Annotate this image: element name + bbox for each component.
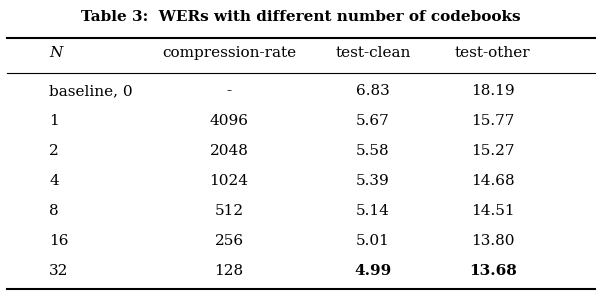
Text: 18.19: 18.19 (471, 84, 515, 98)
Text: 14.68: 14.68 (471, 174, 515, 188)
Text: 4: 4 (49, 174, 59, 188)
Text: 8: 8 (49, 204, 59, 218)
Text: 1024: 1024 (209, 174, 249, 188)
Text: 5.14: 5.14 (356, 204, 390, 218)
Text: -: - (226, 84, 232, 98)
Text: baseline, 0: baseline, 0 (49, 84, 133, 98)
Text: 6.83: 6.83 (356, 84, 389, 98)
Text: Table 3:  WERs with different number of codebooks: Table 3: WERs with different number of c… (81, 10, 521, 24)
Text: 2: 2 (49, 144, 59, 158)
Text: compression-rate: compression-rate (162, 46, 296, 60)
Text: 13.80: 13.80 (471, 234, 515, 248)
Text: 128: 128 (214, 264, 244, 278)
Text: 1: 1 (49, 114, 59, 128)
Text: 14.51: 14.51 (471, 204, 515, 218)
Text: test-other: test-other (455, 46, 530, 60)
Text: 32: 32 (49, 264, 69, 278)
Text: 2048: 2048 (209, 144, 249, 158)
Text: 15.77: 15.77 (471, 114, 515, 128)
Text: 5.58: 5.58 (356, 144, 389, 158)
Text: 5.01: 5.01 (356, 234, 390, 248)
Text: 512: 512 (214, 204, 244, 218)
Text: 13.68: 13.68 (469, 264, 517, 278)
Text: 5.67: 5.67 (356, 114, 389, 128)
Text: 15.27: 15.27 (471, 144, 515, 158)
Text: 16: 16 (49, 234, 69, 248)
Text: 256: 256 (214, 234, 244, 248)
Text: 5.39: 5.39 (356, 174, 389, 188)
Text: test-clean: test-clean (335, 46, 411, 60)
Text: 4096: 4096 (209, 114, 249, 128)
Text: 4.99: 4.99 (355, 264, 391, 278)
Text: N: N (49, 46, 63, 60)
